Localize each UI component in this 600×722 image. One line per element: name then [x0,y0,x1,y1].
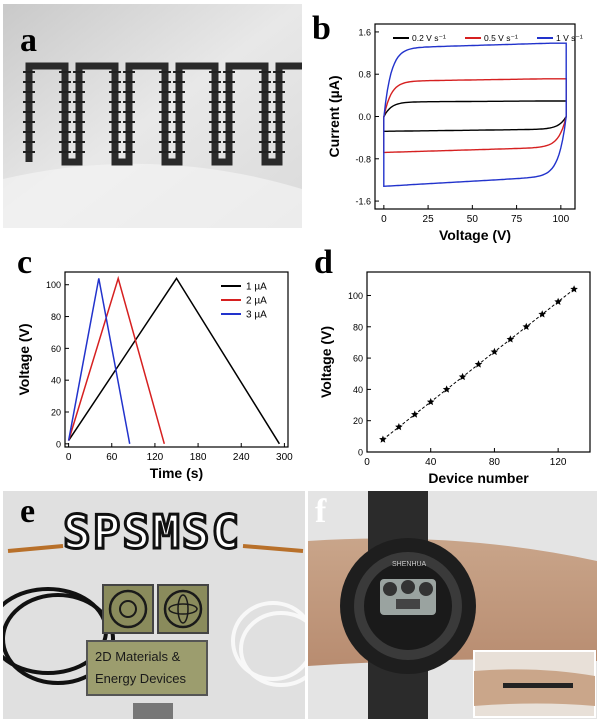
cv-chart: 0 25 50 75 100 -1.6 -0.8 0.0 0.8 1.6 Voltage (V) Cu… [326,23,583,243]
panel-d-label: d [314,244,333,281]
data-point [395,423,403,431]
y-tick-label: 20 [353,416,363,426]
x-axis-label: Voltage (V) [439,227,511,243]
y-tick-label: 0 [56,439,61,449]
cv-loop [383,100,567,132]
data-point [506,335,515,343]
y-tick-label: 100 [348,291,363,301]
x-axis-label: Time (s) [150,465,203,481]
x-tick-label: 60 [106,452,118,463]
data-point [426,397,435,406]
panel-f-photo: SHENHUA f [308,491,597,719]
legend-label: 0.5 V s⁻¹ [484,33,518,43]
logo-text: SPSMSC [61,504,242,561]
y-tick-label: 80 [51,312,61,322]
data-point [522,322,531,330]
y-axis-label: Current (µA) [326,76,342,158]
y-tick-label: 100 [46,280,61,290]
x-tick-label: 300 [276,452,293,463]
charge-discharge-chart: 0 60 120 180 240 300 0 20 40 60 80 100 Time (s) Volta… [16,271,293,481]
plot-frame [64,271,289,448]
y-tick-label: 60 [51,344,61,354]
panel-e-photo: SPSMSC 2D Materials & Energy Devices e [3,491,305,719]
x-tick-label: 240 [233,452,250,463]
panel-b-chart: 0 25 50 75 100 -1.6 -0.8 0.0 0.8 1.6 Voltage (V) Cu… [305,4,597,254]
x-tick-label: 25 [423,214,435,225]
data-point [570,285,578,293]
legend-label: 0.2 V s⁻¹ [412,33,446,43]
legend-label: 2 µA [246,296,267,307]
panel-b-label: b [312,10,331,47]
panel-c-label: c [17,244,33,281]
y-tick-label: -0.8 [355,154,371,164]
legend-label: 3 µA [246,310,267,321]
x-tick-label: 80 [489,457,501,468]
cv-loop [383,78,567,154]
data-point [379,435,387,443]
x-tick-label: 0 [381,214,387,225]
y-tick-label: 0 [358,448,363,458]
serpentine-device-photo [3,4,321,228]
y-tick-label: 40 [51,376,61,386]
voltage-device-chart: 0 40 80 120 0 20 40 60 80 100 Device number Voltage… [318,271,591,486]
panel-d-chart: 0 40 80 120 0 20 40 60 80 100 Device number Voltage… [305,244,597,489]
y-tick-label: 20 [51,408,61,418]
y-tick-label: 80 [353,322,363,332]
sign-line-1: 2D Materials & [95,649,181,664]
panel-a-label: a [20,22,37,59]
y-tick-label: 40 [353,385,363,395]
x-tick-label: 50 [467,214,479,225]
cv-loop [383,42,567,188]
y-tick-label: 60 [353,354,363,364]
watch-photo [308,491,597,719]
x-tick-label: 100 [552,214,569,225]
data-point [538,310,546,318]
y-tick-label: -1.6 [355,197,371,207]
y-tick-label: 0.8 [358,70,371,80]
legend-label: 1 µA [246,282,267,293]
x-tick-label: 180 [190,452,207,463]
legend-label: 1 V s⁻¹ [556,33,583,43]
data-point [490,347,499,356]
y-axis-label: Voltage (V) [318,326,334,398]
x-tick-label: 75 [511,214,523,225]
data-point [442,385,451,393]
panel-f-label: f [315,493,327,530]
watch-brand: SHENHUA [392,561,427,568]
data-point [411,410,419,418]
panel-e-label: e [20,493,36,530]
logo-devices-photo [3,491,305,719]
y-tick-label: 0.0 [358,112,371,122]
plot-frame [366,271,591,453]
x-tick-label: 120 [147,452,164,463]
x-axis-label: Device number [428,470,529,486]
x-tick-label: 120 [550,457,567,468]
charge-curve [67,277,281,445]
y-tick-label: 1.6 [358,27,371,37]
panel-c-chart: 0 60 120 180 240 300 0 20 40 60 80 100 Time (s) Volta… [3,244,298,489]
y-axis-label: Voltage (V) [16,323,32,395]
charge-curve [67,278,131,444]
sign-line-2: Energy Devices [95,671,187,686]
charge-curve [67,275,166,445]
panel-a-photo: a [3,4,321,228]
x-tick-label: 0 [66,452,72,463]
data-point [474,360,483,368]
x-tick-label: 40 [425,457,437,468]
data-point [554,297,562,305]
x-tick-label: 0 [364,457,370,468]
